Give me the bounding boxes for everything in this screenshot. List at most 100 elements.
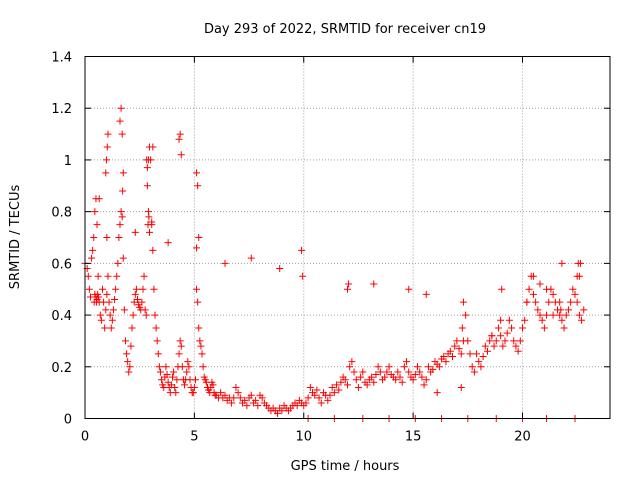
data-point	[414, 363, 421, 371]
data-point	[193, 285, 201, 293]
data-point	[567, 298, 575, 306]
data-point	[195, 234, 203, 241]
data-point	[181, 381, 189, 389]
data-point	[172, 389, 180, 397]
data-point	[97, 316, 105, 324]
data-point	[543, 311, 551, 319]
data-point	[149, 143, 157, 151]
y-tick-label: 0.4	[51, 309, 72, 324]
data-point	[525, 285, 533, 293]
data-point	[529, 290, 537, 298]
x-tick-label: 15	[405, 430, 422, 445]
data-point	[91, 208, 99, 216]
data-point	[90, 234, 98, 241]
data-point	[534, 306, 542, 314]
data-point	[512, 342, 520, 350]
y-tick-label: 0.8	[51, 206, 72, 221]
data-point	[143, 156, 151, 164]
y-tick-label: 0.6	[51, 257, 72, 272]
data-point	[514, 347, 522, 355]
data-point	[451, 342, 459, 350]
data-point	[143, 164, 151, 172]
data-point	[519, 324, 526, 332]
data-point	[459, 298, 467, 306]
data-point	[176, 337, 184, 345]
data-point	[503, 329, 511, 337]
data-point	[162, 363, 170, 371]
data-point	[129, 311, 137, 319]
data-point	[479, 352, 487, 360]
y-tick-label: 1	[64, 154, 72, 169]
data-point	[151, 311, 159, 319]
data-point	[549, 311, 557, 319]
data-point	[403, 358, 411, 366]
data-point	[142, 311, 150, 319]
data-point	[183, 368, 191, 376]
data-point	[141, 306, 149, 314]
data-point	[115, 234, 123, 241]
data-point	[457, 350, 465, 358]
data-point	[484, 347, 491, 355]
data-point	[370, 280, 378, 288]
data-point	[556, 311, 564, 319]
data-point	[538, 316, 546, 324]
data-point	[194, 182, 202, 190]
data-point	[376, 368, 384, 376]
data-point	[449, 352, 456, 360]
data-point	[131, 228, 139, 236]
data-point	[510, 337, 518, 345]
data-point	[466, 350, 474, 358]
data-point	[422, 290, 430, 298]
data-point	[193, 169, 201, 177]
data-point	[490, 342, 498, 350]
data-point	[102, 306, 110, 314]
data-point	[175, 135, 183, 143]
data-point	[543, 285, 551, 293]
data-point	[106, 311, 114, 319]
data-point	[111, 296, 119, 304]
data-point	[199, 363, 207, 371]
data-point	[348, 358, 356, 366]
data-point	[184, 358, 192, 366]
data-point	[173, 376, 181, 384]
data-point	[177, 151, 185, 159]
data-point	[335, 386, 343, 394]
data-point	[104, 272, 112, 280]
data-point	[118, 213, 126, 221]
data-point	[532, 298, 540, 306]
data-point	[333, 381, 341, 389]
data-point	[545, 298, 553, 306]
data-point	[144, 221, 152, 229]
data-point	[488, 332, 496, 340]
data-point	[148, 218, 156, 226]
data-point	[234, 389, 242, 397]
data-point	[209, 381, 217, 389]
data-point	[562, 311, 570, 319]
data-point	[185, 363, 193, 371]
data-point	[126, 363, 134, 371]
data-point	[247, 391, 255, 399]
data-point	[247, 254, 255, 262]
data-point	[217, 389, 225, 397]
data-point	[164, 239, 172, 247]
data-point	[569, 285, 577, 293]
y-tick-label: 1.4	[51, 51, 72, 66]
data-point	[411, 371, 419, 379]
data-point	[492, 337, 500, 345]
data-point	[453, 337, 461, 345]
data-point	[125, 368, 133, 376]
data-point	[114, 259, 122, 267]
data-point	[194, 298, 202, 306]
data-point	[101, 324, 109, 332]
data-point	[328, 383, 336, 391]
data-point	[420, 381, 428, 389]
data-point	[302, 399, 310, 407]
data-point	[494, 324, 502, 332]
data-point	[357, 373, 365, 381]
data-point	[127, 342, 135, 350]
data-point	[475, 358, 483, 366]
data-point	[96, 311, 104, 319]
data-point	[498, 285, 506, 293]
data-point	[396, 373, 404, 381]
data-point	[152, 324, 160, 332]
